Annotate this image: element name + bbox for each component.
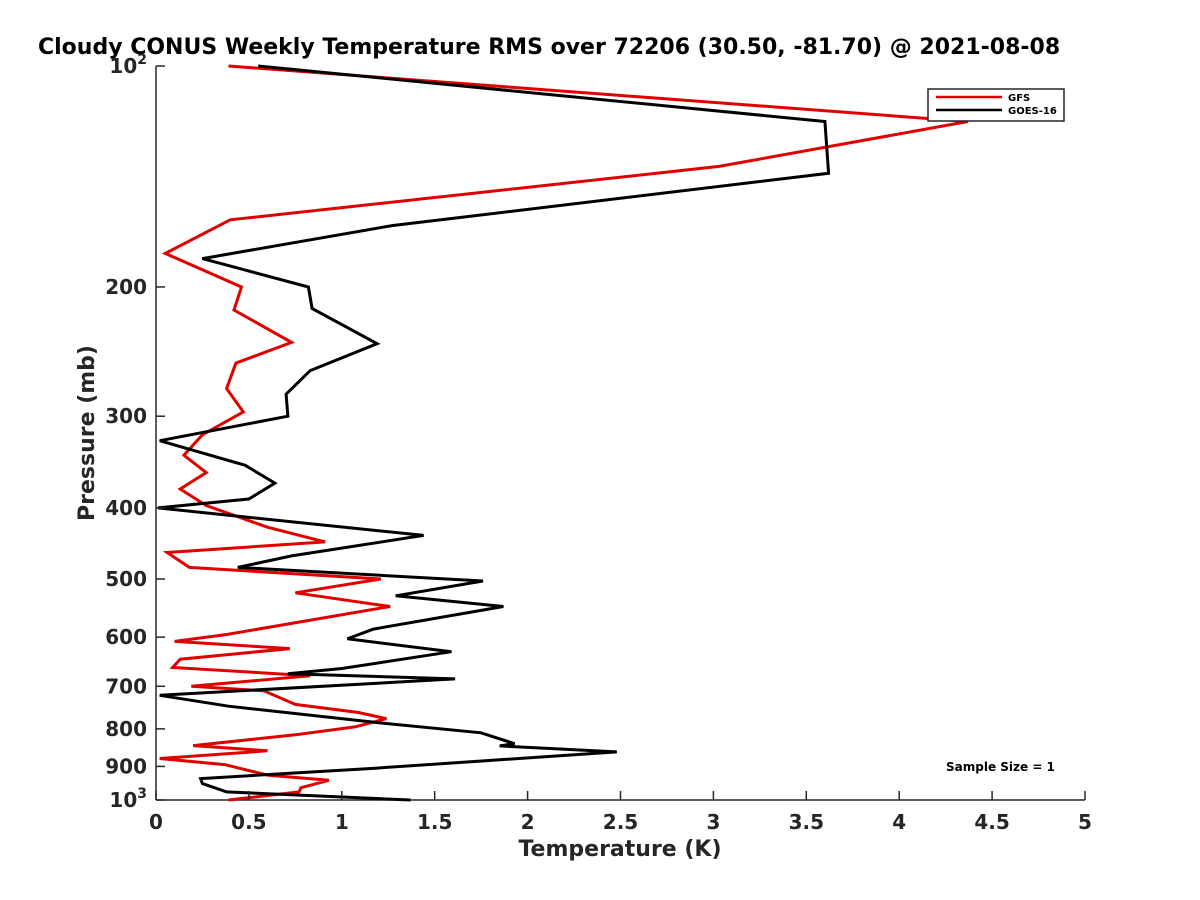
y-tick-label: 700 xyxy=(105,674,147,698)
sample-size-annotation: Sample Size = 1 xyxy=(946,760,1055,774)
y-tick-label: 800 xyxy=(105,717,147,741)
x-tick-label: 5 xyxy=(1078,810,1092,834)
y-axis-title: Pressure (mb) xyxy=(75,345,100,521)
y-tick-label: 500 xyxy=(105,567,147,591)
legend-label-goes16: GOES-16 xyxy=(1008,106,1057,117)
series-line-gfs xyxy=(159,64,969,802)
chart-title: Cloudy CONUS Weekly Temperature RMS over… xyxy=(38,35,1060,60)
x-tick-label: 2 xyxy=(521,810,535,834)
legend-box xyxy=(927,88,1065,122)
legend: GFS GOES-16 xyxy=(927,88,1065,122)
x-tick-label: 2.5 xyxy=(603,810,638,834)
x-tick-label: 0 xyxy=(149,810,163,834)
y-tick-label: 103 xyxy=(109,786,147,812)
x-tick-label: 1 xyxy=(335,810,349,834)
y-tick-label: 900 xyxy=(105,754,147,778)
y-tick-label: 600 xyxy=(105,625,147,649)
x-axis-title: Temperature (K) xyxy=(518,837,721,862)
series-layer xyxy=(157,64,969,802)
plot-area: 0 0.5 1 1.5 2 2.5 3 3.5 4 4.5 5 102 200 300 400 500 600… xyxy=(105,52,1092,834)
x-tick-label: 3.5 xyxy=(789,810,824,834)
series-line-goes-16 xyxy=(157,64,831,802)
y-ticks: 102 200 300 400 500 600 700 800 900 103 xyxy=(105,52,165,812)
x-ticks: 0 0.5 1 1.5 2 2.5 3 3.5 4 4.5 5 xyxy=(149,791,1092,834)
x-tick-label: 4 xyxy=(892,810,906,834)
x-tick-label: 0.5 xyxy=(231,810,266,834)
x-tick-label: 1.5 xyxy=(417,810,452,834)
y-tick-label: 300 xyxy=(105,404,147,428)
y-tick-label: 102 xyxy=(109,52,147,78)
x-tick-label: 3 xyxy=(706,810,720,834)
legend-label-gfs: GFS xyxy=(1008,93,1030,104)
y-tick-label: 200 xyxy=(105,275,147,299)
y-tick-label: 400 xyxy=(105,496,147,520)
x-tick-label: 4.5 xyxy=(974,810,1009,834)
